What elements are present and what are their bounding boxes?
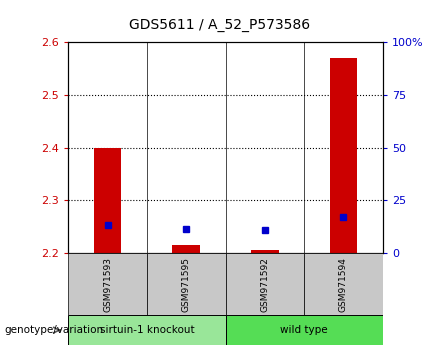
Bar — [226, 253, 304, 315]
Text: sirtuin-1 knockout: sirtuin-1 knockout — [99, 325, 194, 335]
Bar — [68, 253, 147, 315]
Bar — [251, 251, 279, 253]
Text: GSM971592: GSM971592 — [260, 257, 269, 312]
Bar — [304, 253, 383, 315]
Text: GSM971594: GSM971594 — [339, 257, 348, 312]
Bar — [226, 315, 383, 345]
Text: GDS5611 / A_52_P573586: GDS5611 / A_52_P573586 — [129, 18, 311, 32]
Bar — [68, 315, 226, 345]
Bar — [94, 148, 121, 253]
Text: genotype/variation: genotype/variation — [4, 325, 103, 335]
Bar — [330, 58, 357, 253]
Bar — [172, 245, 200, 253]
Text: GSM971593: GSM971593 — [103, 257, 112, 312]
Bar — [147, 253, 226, 315]
Text: GSM971595: GSM971595 — [182, 257, 191, 312]
Text: wild type: wild type — [280, 325, 328, 335]
